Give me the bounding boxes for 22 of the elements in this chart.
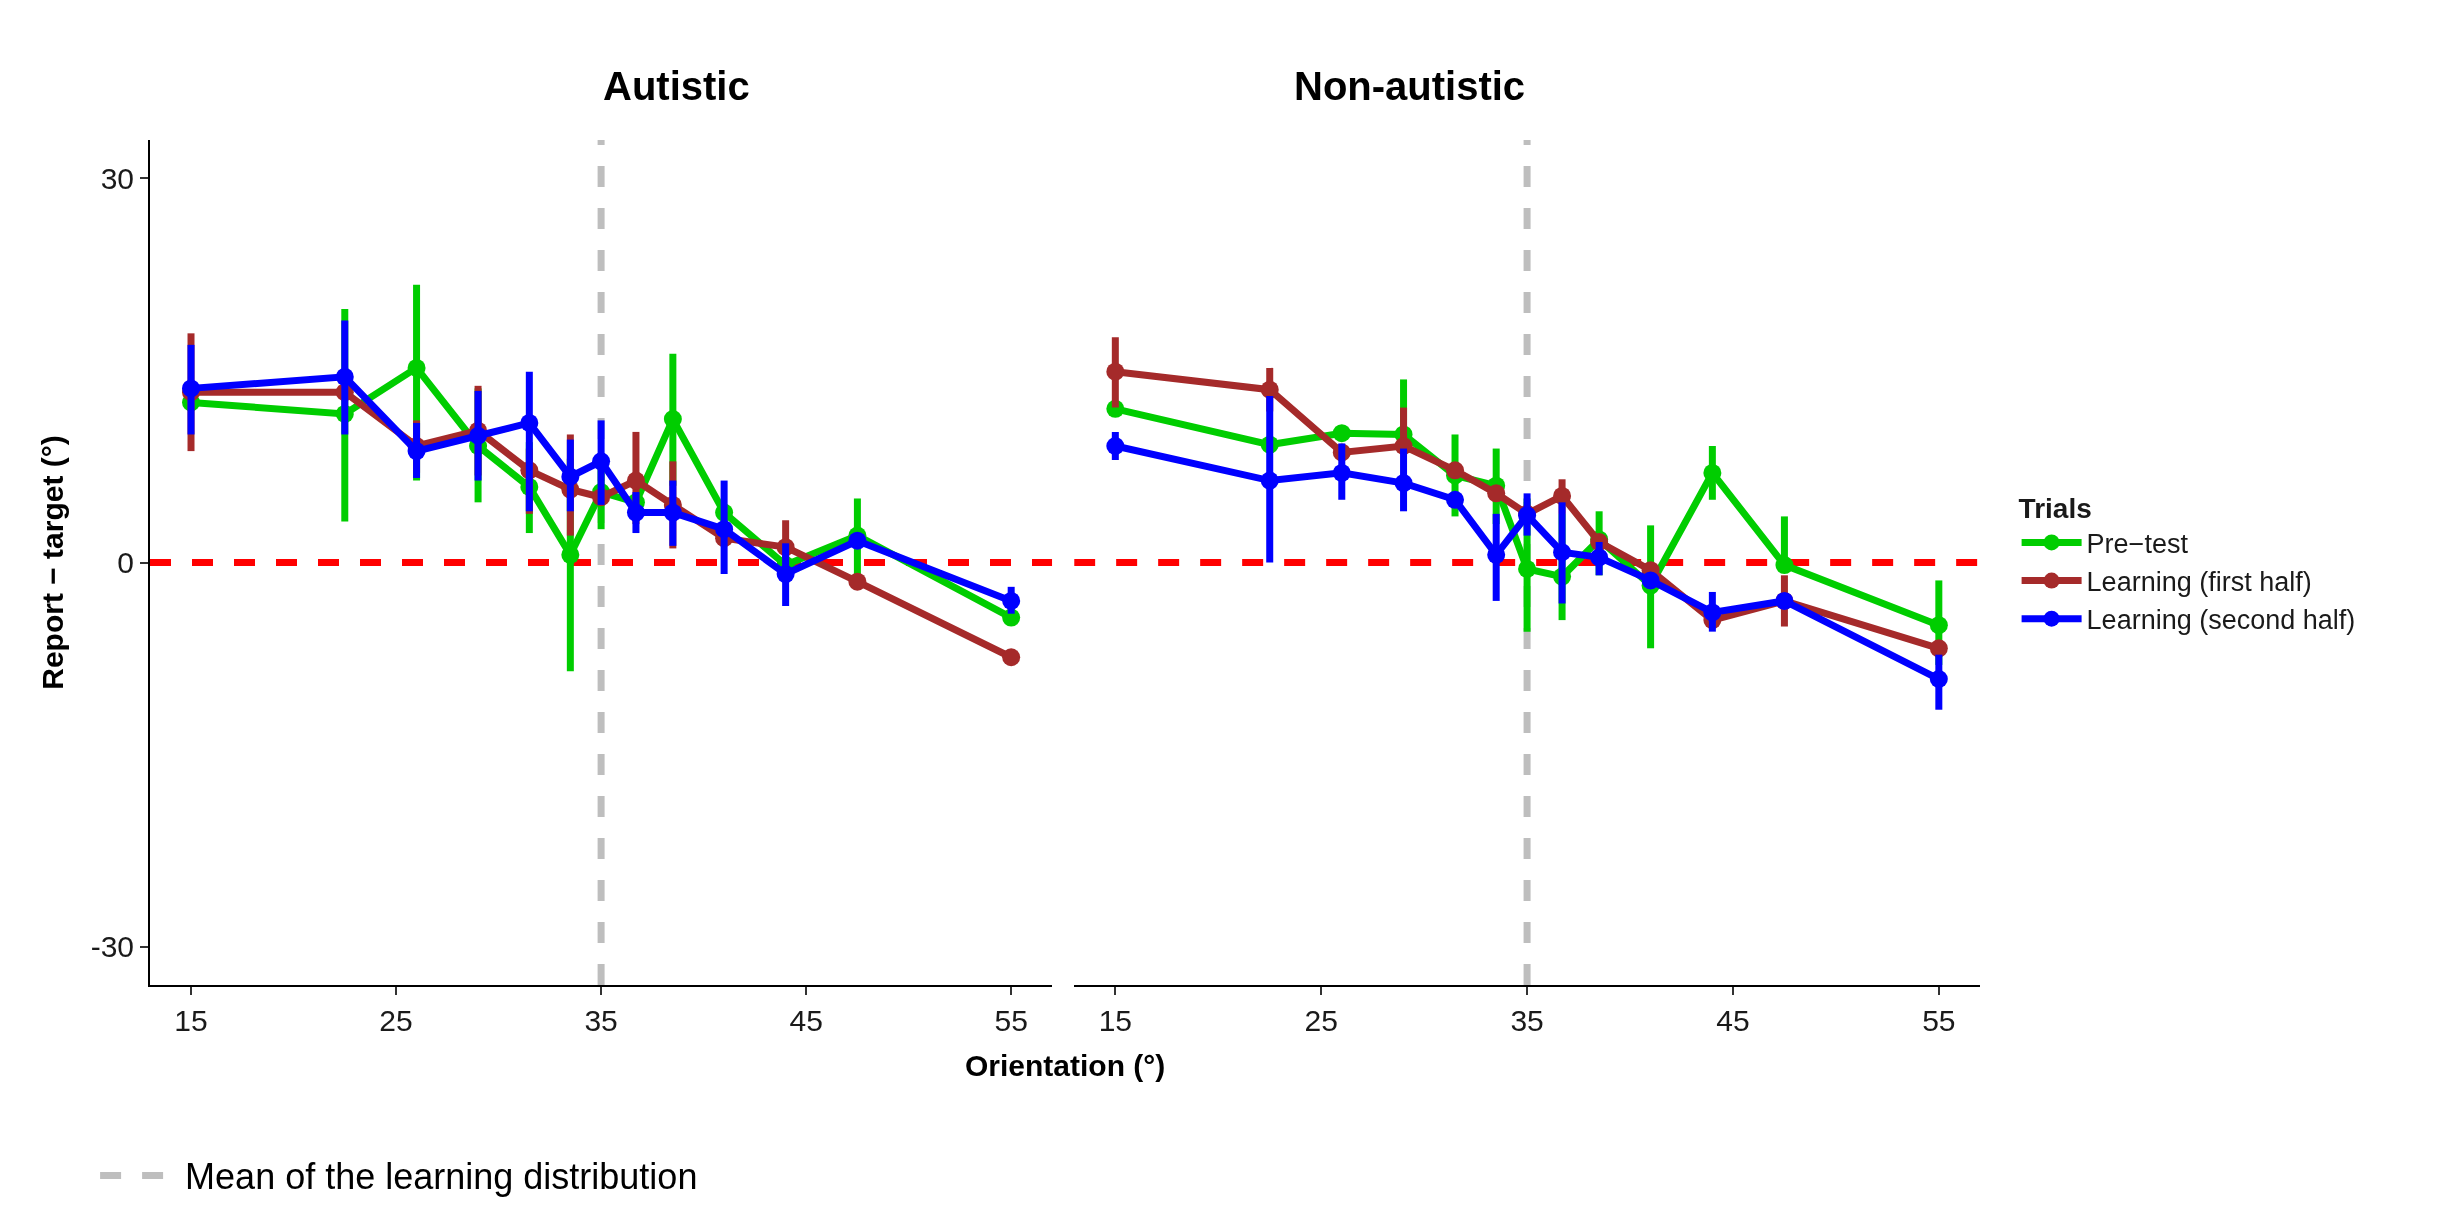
x-tick-label: 25: [379, 1004, 413, 1037]
legend-label: Pre−test: [2086, 528, 2189, 559]
x-axis-title: Orientation (°): [965, 1049, 1166, 1082]
x-tick-label: 35: [1510, 1004, 1544, 1037]
y-tick-label: 30: [100, 161, 134, 195]
x-tick-label: 15: [1098, 1004, 1133, 1037]
x-tick-label: 45: [1716, 1004, 1750, 1037]
chart-title: Non-autistic: [1294, 64, 1526, 108]
x-tick-label: 55: [1922, 1004, 1956, 1037]
x-tick-label: 45: [789, 1004, 823, 1037]
y-tick-label: -30: [90, 930, 134, 964]
x-tick-label: 35: [584, 1004, 618, 1037]
x-tick-label: 25: [1304, 1004, 1338, 1037]
legend-title: Trials: [2018, 493, 2092, 525]
chart-title: Autistic: [603, 64, 750, 108]
y-axis-title: Report − target (°): [36, 435, 70, 690]
legend-label: Learning (first half): [2086, 567, 2312, 598]
y-tick-label: 0: [117, 546, 134, 579]
x-tick-label: 15: [174, 1004, 208, 1037]
legend-label: Learning (second half): [2086, 605, 2356, 636]
legend-label: Mean of the learning distribution: [185, 1156, 698, 1198]
x-tick-label: 55: [994, 1004, 1028, 1037]
